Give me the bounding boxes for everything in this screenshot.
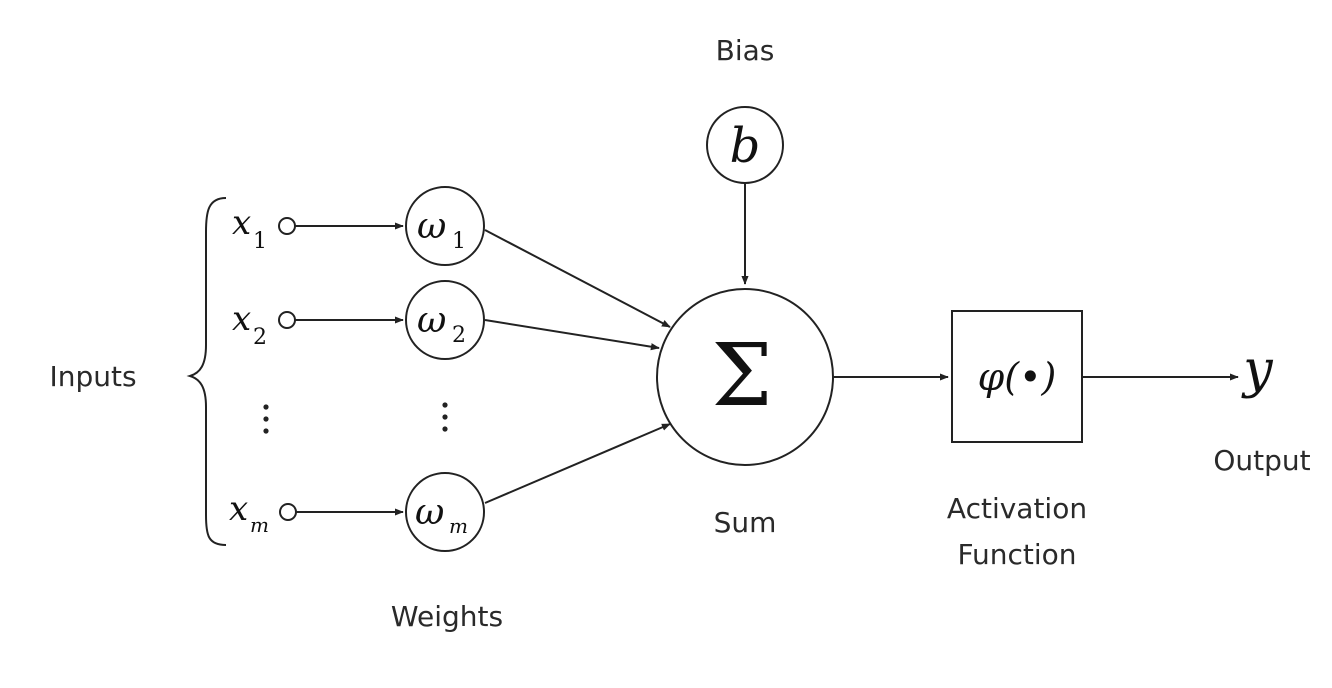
activation-symbol: φ(•) — [978, 355, 1057, 399]
input-sub-2: 2 — [253, 325, 267, 350]
weight-ellipsis — [442, 402, 448, 432]
input-var-2: x — [232, 299, 251, 339]
input-terminal-2 — [278, 311, 296, 329]
input-var-m: x — [229, 489, 248, 529]
input-row-2: x 2 ω 2 — [232, 280, 660, 360]
bias-symbol: b — [730, 118, 761, 174]
activation-box — [951, 310, 1083, 443]
weight-var-m: ω — [415, 492, 444, 533]
bias-label: Bias — [716, 34, 775, 67]
input-row-m: x m ω m — [229, 423, 671, 552]
weight-to-sum-arrow-1 — [484, 229, 671, 328]
input-terminal-1 — [278, 217, 296, 235]
input-sub-m: m — [250, 513, 269, 537]
input-row-1: x 1 ω 1 — [232, 186, 671, 328]
weight-to-sum-arrow-m — [484, 423, 671, 504]
weight-node-1 — [405, 186, 485, 266]
input-var-1: x — [232, 203, 251, 243]
weight-sub-1: 1 — [452, 229, 466, 254]
output-label: Output — [1213, 444, 1310, 477]
weight-node-2 — [405, 280, 485, 360]
inputs-brace — [186, 197, 227, 546]
activation-label-line1: Activation — [947, 492, 1087, 525]
weight-sub-m: m — [449, 514, 468, 538]
inputs-label: Inputs — [49, 360, 136, 393]
sum-label: Sum — [714, 506, 777, 539]
weight-node-m — [405, 472, 485, 552]
sum-symbol: Σ — [712, 326, 773, 426]
input-ellipsis — [263, 404, 269, 434]
weight-var-2: ω — [417, 300, 446, 341]
output-symbol: y — [1241, 340, 1273, 400]
input-sub-1: 1 — [253, 229, 267, 254]
weights-label: Weights — [391, 600, 503, 633]
weight-sub-2: 2 — [452, 323, 466, 348]
weight-to-sum-arrow-2 — [484, 319, 660, 351]
input-terminal-m — [279, 503, 297, 521]
weight-var-1: ω — [417, 206, 446, 247]
activation-label-line2: Function — [957, 538, 1076, 571]
